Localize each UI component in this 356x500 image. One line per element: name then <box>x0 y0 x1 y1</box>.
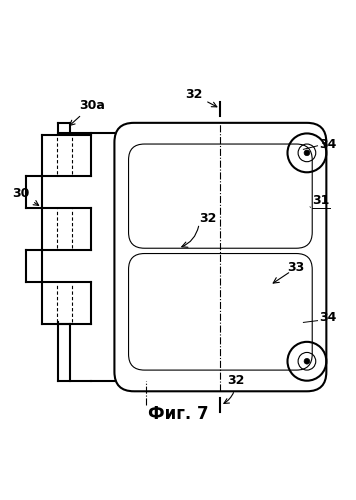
Circle shape <box>304 150 310 156</box>
Text: 32: 32 <box>199 212 216 224</box>
Text: 32: 32 <box>224 374 245 404</box>
Text: 34: 34 <box>319 310 337 324</box>
Text: 30: 30 <box>12 187 39 206</box>
Circle shape <box>304 358 310 364</box>
Text: 32: 32 <box>185 88 217 107</box>
Text: 31: 31 <box>312 194 330 207</box>
Text: 33: 33 <box>288 261 305 274</box>
Text: Фиг. 7: Фиг. 7 <box>148 405 208 423</box>
Text: 34: 34 <box>319 138 337 150</box>
Text: 30a: 30a <box>70 98 105 126</box>
